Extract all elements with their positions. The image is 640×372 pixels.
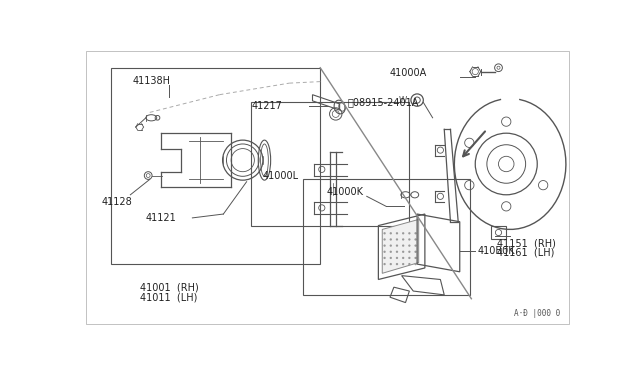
Text: W: W bbox=[399, 96, 407, 105]
Circle shape bbox=[383, 232, 386, 234]
Circle shape bbox=[396, 244, 398, 247]
Circle shape bbox=[415, 257, 417, 259]
Circle shape bbox=[390, 251, 392, 253]
Circle shape bbox=[408, 251, 410, 253]
Circle shape bbox=[402, 238, 404, 241]
Circle shape bbox=[415, 263, 417, 265]
Text: 41217: 41217 bbox=[252, 101, 283, 111]
Circle shape bbox=[396, 263, 398, 265]
Circle shape bbox=[408, 263, 410, 265]
Circle shape bbox=[402, 244, 404, 247]
Bar bbox=[303, 179, 470, 295]
Bar bbox=[111, 68, 320, 264]
Circle shape bbox=[402, 257, 404, 259]
Text: 41000K: 41000K bbox=[326, 187, 364, 198]
Text: 41000L: 41000L bbox=[262, 170, 298, 180]
Bar bbox=[491, 225, 506, 240]
Text: 41000A: 41000A bbox=[390, 68, 428, 78]
Circle shape bbox=[396, 257, 398, 259]
Circle shape bbox=[390, 257, 392, 259]
Circle shape bbox=[383, 263, 386, 265]
Text: 41128: 41128 bbox=[102, 198, 132, 208]
Text: 410B0K: 410B0K bbox=[477, 246, 515, 256]
Text: A·Ð |000 0: A·Ð |000 0 bbox=[515, 309, 561, 318]
Circle shape bbox=[396, 232, 398, 234]
Circle shape bbox=[408, 238, 410, 241]
Circle shape bbox=[383, 244, 386, 247]
Polygon shape bbox=[382, 219, 419, 273]
Circle shape bbox=[415, 244, 417, 247]
Circle shape bbox=[383, 251, 386, 253]
Text: 41001  (RH): 41001 (RH) bbox=[140, 282, 199, 292]
Text: 41138H: 41138H bbox=[132, 76, 171, 86]
Circle shape bbox=[402, 263, 404, 265]
Circle shape bbox=[396, 251, 398, 253]
Circle shape bbox=[402, 232, 404, 234]
Circle shape bbox=[408, 244, 410, 247]
Circle shape bbox=[390, 238, 392, 241]
Text: Ⓦ08915-2401A: Ⓦ08915-2401A bbox=[348, 97, 419, 108]
Circle shape bbox=[415, 232, 417, 234]
Text: 41151  (RH): 41151 (RH) bbox=[497, 238, 556, 248]
Circle shape bbox=[408, 232, 410, 234]
Circle shape bbox=[390, 263, 392, 265]
Circle shape bbox=[390, 232, 392, 234]
Circle shape bbox=[402, 251, 404, 253]
Circle shape bbox=[415, 251, 417, 253]
Bar bbox=[250, 102, 410, 225]
Text: 41161  (LH): 41161 (LH) bbox=[497, 247, 554, 257]
Text: 41121: 41121 bbox=[146, 213, 177, 223]
Circle shape bbox=[408, 257, 410, 259]
Text: 41011  (LH): 41011 (LH) bbox=[140, 292, 198, 302]
Circle shape bbox=[383, 238, 386, 241]
Circle shape bbox=[396, 238, 398, 241]
Circle shape bbox=[390, 244, 392, 247]
Circle shape bbox=[415, 238, 417, 241]
Circle shape bbox=[383, 257, 386, 259]
